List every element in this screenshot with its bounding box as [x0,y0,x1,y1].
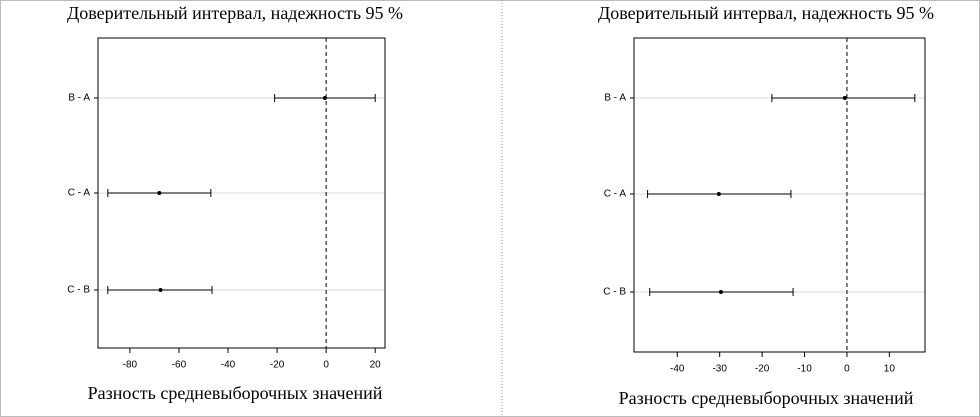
chart-title: Доверительный интервал, надежность 95 % [67,3,403,23]
y-tick-label: C - B [603,287,626,298]
point [322,96,327,100]
x-tick-label: 10 [884,364,896,375]
x-tick-label: 0 [844,364,850,375]
x-tick-label: -60 [172,360,187,371]
x-tick-label: -30 [712,364,727,375]
x-axis-label: Разность средневыборочных значений [88,383,383,403]
x-tick-label: -40 [221,360,236,371]
point [157,191,162,195]
y-tick-label: C - B [67,285,90,296]
x-tick-label: -10 [797,364,812,375]
x-tick-label: 0 [323,360,329,371]
point [158,288,163,292]
x-tick-label: -20 [270,360,285,371]
plot-frame [97,37,386,349]
y-tick-label: C - A [68,188,91,199]
y-tick-label: B - A [68,93,90,104]
x-tick-label: -40 [670,364,685,375]
x-tick-label: 20 [370,360,382,371]
x-axis-label: Разность средневыборочных значений [619,388,914,408]
plot-frame [633,37,926,353]
chart-title: Доверительный интервал, надежность 95 % [598,3,934,23]
y-tick-label: C - A [604,189,627,200]
x-tick-label: -80 [123,360,138,371]
point [716,192,721,196]
x-tick-label: -20 [755,364,770,375]
point [718,290,723,294]
y-tick-label: B - A [604,93,626,104]
point [842,96,847,100]
